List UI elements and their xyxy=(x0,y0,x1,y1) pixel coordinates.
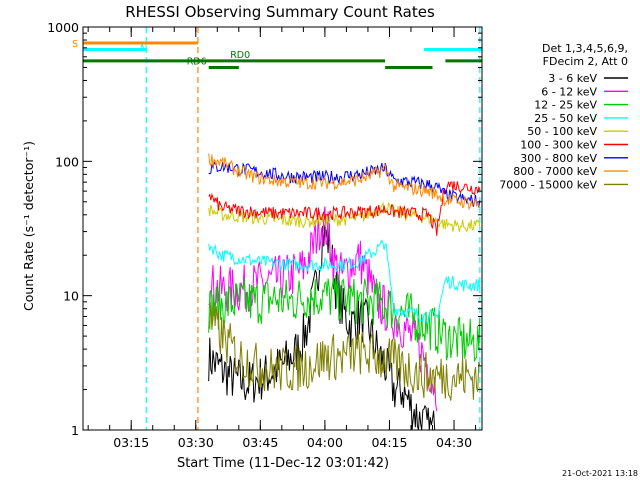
legend-header-line: FDecim 2, Att 0 xyxy=(543,55,628,68)
x-tick-label: 04:00 xyxy=(307,435,343,450)
legend-entry-label: 3 - 6 keV xyxy=(548,72,597,85)
legend-entry-label: 12 - 25 keV xyxy=(534,99,597,112)
legend-entry-label: 25 - 50 keV xyxy=(534,112,597,125)
x-tick-label: 03:15 xyxy=(113,435,149,450)
x-axis-label: Start Time (11-Dec-12 03:01:42) xyxy=(177,456,389,471)
x-tick-label: 03:30 xyxy=(178,435,214,450)
series-line xyxy=(208,160,481,208)
x-tick-label: 03:45 xyxy=(242,435,278,450)
annotation-label: S xyxy=(72,39,78,50)
plot-area: S N RD0 RD6 xyxy=(72,27,482,430)
legend-entry-label: 800 - 7000 keV xyxy=(513,165,597,178)
y-tick-label: 1 xyxy=(71,423,79,438)
x-tick-label: 04:30 xyxy=(436,435,472,450)
series-line xyxy=(208,239,481,324)
legend-entry-label: 300 - 800 keV xyxy=(520,152,597,165)
series-line xyxy=(208,153,480,211)
series-line xyxy=(208,181,481,236)
plot-inner xyxy=(83,27,482,430)
series-line xyxy=(208,301,481,401)
legend-entry-label: 7000 - 15000 keV xyxy=(499,178,597,191)
footer-date: 21-Oct-2021 13:18 xyxy=(562,469,638,478)
series-line xyxy=(208,223,437,430)
series-line xyxy=(208,273,481,362)
chart-title: RHESSI Observing Summary Count Rates xyxy=(125,3,435,21)
y-axis-label: Count Rate (s⁻¹ detector⁻¹) xyxy=(21,141,36,311)
legend-entry-label: 6 - 12 keV xyxy=(541,85,597,98)
y-tick-label: 100 xyxy=(55,154,79,169)
legend-header-line: Det 1,3,4,5,6,9, xyxy=(542,42,628,55)
legend-header: Det 1,3,4,5,6,9, FDecim 2, Att 0 xyxy=(542,42,628,68)
plot-frame xyxy=(82,26,483,431)
annotation-label: N xyxy=(140,43,147,54)
annotation-label: RD6 xyxy=(187,56,207,67)
legend-entry-label: 50 - 100 keV xyxy=(527,125,597,138)
annotation-label: RD0 xyxy=(230,50,250,61)
x-tick-label: 04:15 xyxy=(371,435,407,450)
legend-entry-label: 100 - 300 keV xyxy=(520,139,597,152)
y-tick-label: 10 xyxy=(63,289,79,304)
y-tick-label: 1000 xyxy=(47,20,79,35)
axes: 1 10 100 1000 03:15 03:30 03:45 04:00 04:15 04:30 xyxy=(47,20,483,450)
